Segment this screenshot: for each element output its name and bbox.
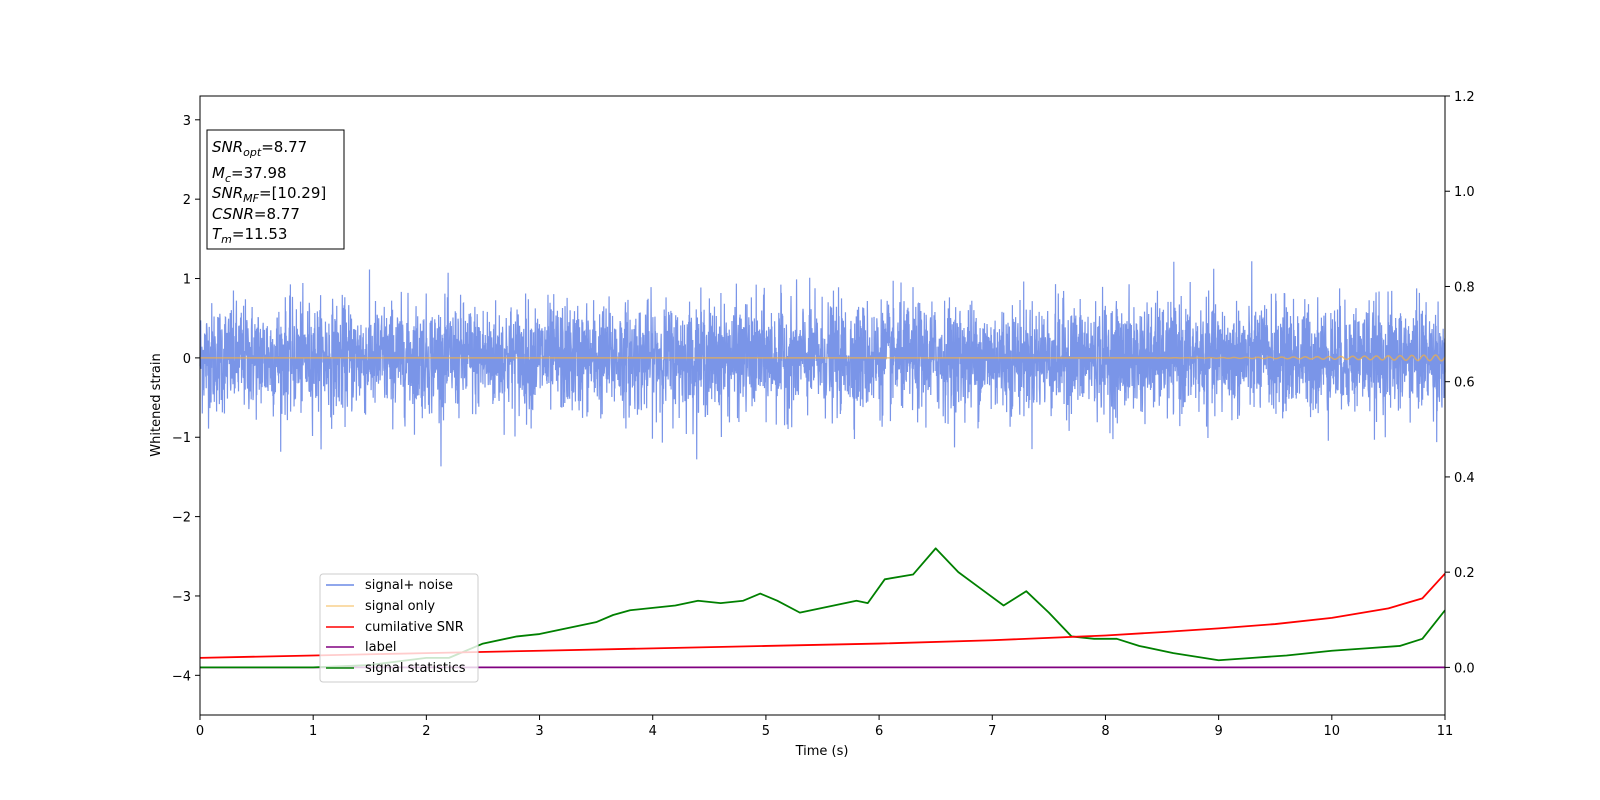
x-tick-label: 11	[1437, 724, 1454, 739]
signal-noise-series	[199, 261, 1446, 467]
y-tick-label: 2	[183, 193, 191, 208]
y-tick-label: 0	[183, 352, 191, 367]
legend: signal+ noise signal only cumilative SNR…	[319, 573, 479, 683]
legend-label-signal-only: signal only	[365, 599, 435, 614]
annotation-box-frame	[206, 129, 345, 250]
annotation-snr-mf-sub: MF	[243, 192, 259, 205]
legend-item-cumulative-snr: cumilative SNR	[326, 620, 464, 635]
cumulative-snr-line	[199, 572, 1446, 659]
y2-tick-label: 0.8	[1454, 280, 1475, 295]
x-tick-label: 9	[1214, 724, 1222, 739]
x-tick-label: 1	[309, 724, 317, 739]
annotation-snr-opt-base: SNR	[212, 138, 243, 156]
y-tick-label: −2	[172, 511, 191, 526]
legend-item-signal-only: signal only	[326, 599, 435, 614]
x-tick-label: 4	[649, 724, 657, 739]
y-axis-title: Whitened strain	[149, 353, 164, 456]
annotation-tm-sub: m	[221, 233, 232, 246]
plot-frame	[199, 95, 1446, 716]
x-tick-label: 0	[196, 724, 204, 739]
signal-only-line	[200, 354, 1446, 362]
annotation-snr-mf: SNRMF=[10.29]	[212, 184, 326, 205]
y-tick-label: 3	[183, 114, 191, 129]
x-tick-label: 8	[1101, 724, 1109, 739]
y-tick-label: −4	[172, 669, 191, 684]
annotation-csnr-value: =8.77	[254, 205, 300, 223]
y-tick-label: −1	[172, 431, 191, 446]
legend-label-cumulative-snr: cumilative SNR	[365, 620, 464, 635]
annotation-snr-mf-value: =[10.29]	[259, 184, 326, 202]
legend-item-label: label	[326, 640, 396, 655]
annotation-tm: Tm=11.53	[212, 225, 287, 246]
annotation-mc-base: M	[212, 164, 225, 182]
y2-tick-label: 0.4	[1454, 471, 1475, 486]
x-tick-label: 6	[875, 724, 883, 739]
y2-tick-label: 0.0	[1454, 661, 1475, 676]
legend-label-label: label	[365, 640, 396, 655]
y-tick-label: −3	[172, 590, 191, 605]
x-axis-title: Time (s)	[795, 744, 849, 759]
annotation-snr-opt-value: =8.77	[261, 138, 307, 156]
y-tick-label: 1	[183, 273, 191, 288]
x-tick-label: 7	[988, 724, 996, 739]
y2-tick-label: 1.0	[1454, 185, 1475, 200]
legend-item-signal-noise: signal+ noise	[326, 578, 453, 593]
x-tick-label: 5	[762, 724, 770, 739]
x-tick-label: 3	[535, 724, 543, 739]
legend-item-signal-statistics: signal statistics	[326, 661, 466, 676]
legend-label-signal-statistics: signal statistics	[365, 661, 466, 676]
y2-tick-label: 0.6	[1454, 376, 1475, 391]
ticks-layer: 0 1 2 3 4 5 6 7 8 9 10 11 −4 −3 −2 −1 0 1 2 3 0.0 0.2 0.4 0.6 0.…	[172, 90, 1475, 739]
annotation-snr-opt-sub: opt	[243, 146, 262, 159]
y2-tick-label: 1.2	[1454, 90, 1475, 105]
annotation-mc-sub: c	[225, 172, 231, 185]
annotation-mc-value: =37.98	[231, 164, 287, 182]
annotation-snr-opt: SNRopt=8.77	[212, 138, 307, 159]
signal-statistics-line	[200, 547, 1446, 669]
x-tick-label: 2	[422, 724, 430, 739]
legend-label-signal-noise: signal+ noise	[365, 578, 453, 593]
annotation-tm-base: T	[212, 225, 223, 243]
annotation-tm-value: =11.53	[232, 225, 288, 243]
annotation-csnr: CSNR=8.77	[212, 205, 300, 223]
annotation-csnr-base: CSNR	[212, 205, 254, 223]
x-tick-label: 10	[1324, 724, 1341, 739]
y2-tick-label: 0.2	[1454, 566, 1475, 581]
annotation-snr-mf-base: SNR	[212, 184, 243, 202]
legend-frame	[319, 573, 479, 683]
annotation-mc: Mc=37.98	[212, 164, 287, 185]
annotation-box: SNRopt=8.77 Mc=37.98 SNRMF=[10.29] CSNR=…	[206, 129, 345, 250]
signal-noise-line	[199, 261, 1446, 467]
